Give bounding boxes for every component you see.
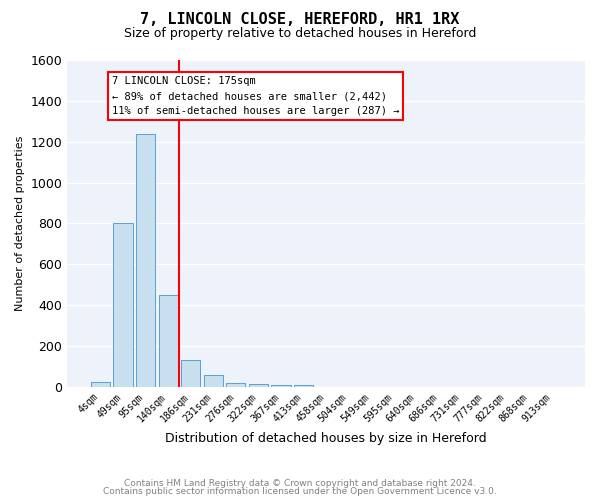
Bar bbox=[226, 382, 245, 387]
Text: Contains public sector information licensed under the Open Government Licence v3: Contains public sector information licen… bbox=[103, 487, 497, 496]
Text: Size of property relative to detached houses in Hereford: Size of property relative to detached ho… bbox=[124, 28, 476, 40]
Bar bbox=[158, 295, 178, 387]
Bar bbox=[113, 224, 133, 387]
X-axis label: Distribution of detached houses by size in Hereford: Distribution of detached houses by size … bbox=[166, 432, 487, 445]
Y-axis label: Number of detached properties: Number of detached properties bbox=[15, 136, 25, 311]
Text: 7 LINCOLN CLOSE: 175sqm
← 89% of detached houses are smaller (2,442)
11% of semi: 7 LINCOLN CLOSE: 175sqm ← 89% of detache… bbox=[112, 76, 399, 116]
Bar bbox=[91, 382, 110, 387]
Bar bbox=[249, 384, 268, 387]
Bar bbox=[203, 375, 223, 387]
Text: 7, LINCOLN CLOSE, HEREFORD, HR1 1RX: 7, LINCOLN CLOSE, HEREFORD, HR1 1RX bbox=[140, 12, 460, 28]
Bar bbox=[136, 134, 155, 387]
Bar bbox=[271, 385, 290, 387]
Text: Contains HM Land Registry data © Crown copyright and database right 2024.: Contains HM Land Registry data © Crown c… bbox=[124, 478, 476, 488]
Bar bbox=[181, 360, 200, 387]
Bar bbox=[294, 385, 313, 387]
